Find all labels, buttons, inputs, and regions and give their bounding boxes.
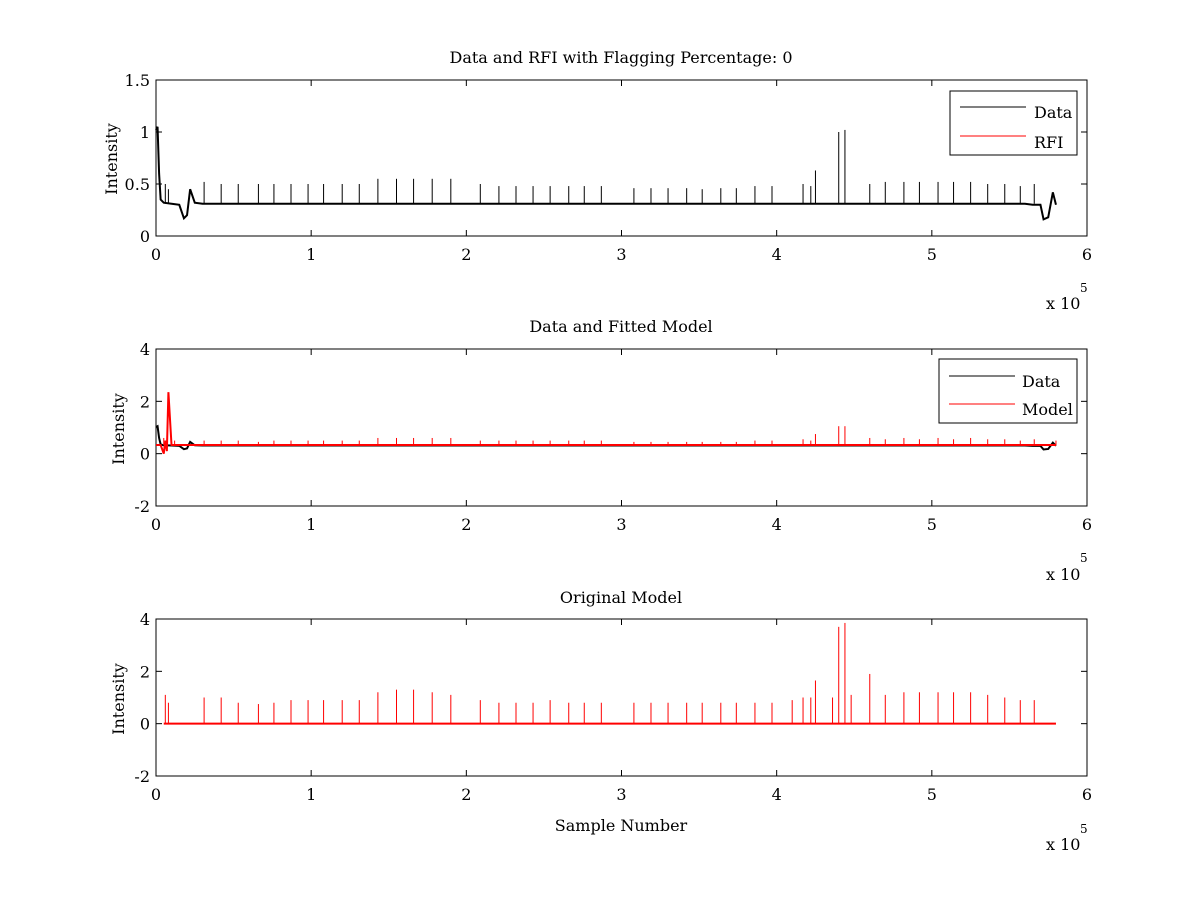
x-tick-label: 2 <box>461 515 471 534</box>
x-axis-label: Sample Number <box>555 816 688 835</box>
x-tick-label: 0 <box>151 245 161 264</box>
x-multiplier-exponent: 5 <box>1080 281 1088 295</box>
y-tick-label: 0.5 <box>125 175 150 194</box>
x-tick-label: 3 <box>616 515 626 534</box>
y-tick-label: 2 <box>140 662 150 681</box>
x-tick-label: 1 <box>306 785 316 804</box>
y-tick-label: 4 <box>140 610 150 629</box>
x-tick-label: 5 <box>927 785 937 804</box>
x-tick-label: 1 <box>306 245 316 264</box>
legend-entry-model: Model <box>1022 400 1073 419</box>
x-tick-label: 1 <box>306 515 316 534</box>
chart-title: Original Model <box>560 588 682 607</box>
legend-entry-rfi: RFI <box>1034 133 1063 152</box>
x-tick-label: 4 <box>772 785 782 804</box>
legend: Data RFI <box>949 90 1078 156</box>
x-multiplier-exponent: 5 <box>1080 822 1088 836</box>
legend-entry-data: Data <box>1022 372 1061 391</box>
y-tick-label: 2 <box>140 392 150 411</box>
y-tick-label: 4 <box>140 340 150 359</box>
legend: Data Model <box>938 358 1078 424</box>
x-tick-label: 6 <box>1082 515 1092 534</box>
x-tick-label: 3 <box>616 785 626 804</box>
x-tick-label: 4 <box>772 515 782 534</box>
panel-flagging: Data and RFI with Flagging Percentage: 0… <box>102 48 1092 313</box>
y-axis-label: Intensity <box>109 663 128 735</box>
x-multiplier: x 10 5 <box>1046 281 1088 313</box>
x-multiplier-label: x 10 <box>1046 565 1080 584</box>
x-tick-label: 6 <box>1082 245 1092 264</box>
x-multiplier: x 10 5 <box>1046 822 1088 854</box>
x-multiplier: x 10 5 <box>1046 551 1088 584</box>
axes-frame <box>155 79 1088 237</box>
series-line <box>155 126 1057 221</box>
series-model <box>156 392 1057 455</box>
chart-title: Data and Fitted Model <box>529 317 712 336</box>
y-tick-label: 0 <box>140 227 150 246</box>
x-multiplier-label: x 10 <box>1046 294 1080 313</box>
x-multiplier-exponent: 5 <box>1080 551 1088 565</box>
axes-frame <box>155 618 1088 777</box>
chart-title: Data and RFI with Flagging Percentage: 0 <box>449 48 792 67</box>
y-tick-label: 0 <box>140 445 150 464</box>
x-multiplier-label: x 10 <box>1046 835 1080 854</box>
y-axis-label: Intensity <box>109 393 128 465</box>
x-tick-label: 4 <box>772 245 782 264</box>
legend-entry-data: Data <box>1034 103 1073 122</box>
x-tick-label: 2 <box>461 245 471 264</box>
legend-box <box>949 90 1078 156</box>
x-tick-label: 5 <box>927 515 937 534</box>
x-tick-label: 3 <box>616 245 626 264</box>
x-tick-label: 0 <box>151 515 161 534</box>
y-tick-label: 1 <box>140 123 150 142</box>
x-tick-label: 5 <box>927 245 937 264</box>
x-tick-label: 2 <box>461 785 471 804</box>
plot-area: 0 1 2 3 4 5 6 0 0.5 1 1.5 <box>125 71 1093 264</box>
y-tick-label: -2 <box>134 497 150 516</box>
y-tick-label: -2 <box>134 767 150 786</box>
y-axis-label: Intensity <box>102 123 121 195</box>
axes-frame <box>155 348 1088 507</box>
y-tick-label: 0 <box>140 715 150 734</box>
series-data <box>155 126 1057 221</box>
panel-fitted-model: Data and Fitted Model Intensity 0 1 2 3 4 5 6 -… <box>109 317 1092 584</box>
series-line <box>156 392 1056 455</box>
series-model <box>163 622 1056 725</box>
x-tick-label: 6 <box>1082 785 1092 804</box>
legend-box <box>938 358 1078 424</box>
y-tick-label: 1.5 <box>125 71 150 90</box>
x-tick-label: 0 <box>151 785 161 804</box>
